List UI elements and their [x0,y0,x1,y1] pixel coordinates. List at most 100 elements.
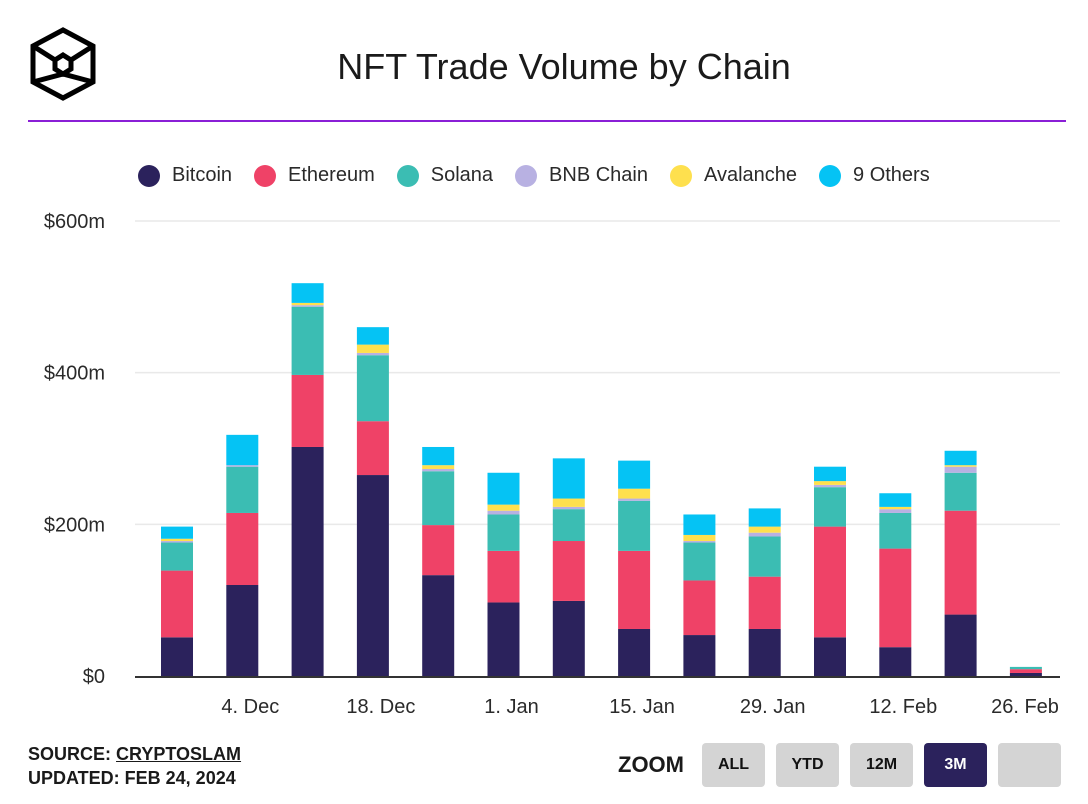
bar-segment-bitcoin[interactable] [487,602,520,676]
legend-item[interactable]: BNB Chain [515,164,648,187]
zoom-button-3m[interactable]: 3M [924,743,987,787]
bar-segment-bitcoin[interactable] [356,475,389,676]
bar-segment-9-others[interactable] [161,526,193,539]
bar-segment-solana[interactable] [226,466,259,513]
legend-item[interactable]: Avalanche [669,164,797,187]
title-divider [28,120,1066,122]
bar-segment-solana[interactable] [748,536,781,577]
legend-label: Bitcoin [172,164,233,186]
bar-segment-solana[interactable] [944,472,977,511]
bar-segment-ethereum[interactable] [161,570,193,638]
bar-segment-bnb-chain[interactable] [552,506,585,510]
bar-segment-bitcoin[interactable] [422,575,455,676]
bar-segment-avalanche[interactable] [618,488,651,499]
bar-segment-ethereum[interactable] [618,550,651,629]
bar-segment-avalanche[interactable] [814,481,846,485]
bar-segment-bitcoin[interactable] [814,637,846,676]
zoom-button-blank[interactable] [998,743,1061,787]
bar-segment-ethereum[interactable] [814,526,846,638]
bar-segment-bnb-chain[interactable] [879,509,912,513]
bar-segment-solana[interactable] [814,487,846,527]
legend-item[interactable]: 9 Others [819,164,930,187]
bar-segment-bnb-chain[interactable] [291,305,324,307]
bar-segment-ethereum[interactable] [683,580,716,636]
bar-segment-9-others[interactable] [422,446,455,466]
bar-segment-bnb-chain[interactable] [422,468,455,472]
bar-segment-bitcoin[interactable] [879,647,912,676]
updated-text: UPDATED: FEB 24, 2024 [28,768,236,788]
bar-segment-bnb-chain[interactable] [161,541,193,543]
bar-segment-avalanche[interactable] [552,498,585,507]
bar-segment-bitcoin[interactable] [618,628,651,676]
bar-segment-avalanche[interactable] [291,302,324,306]
legend-item[interactable]: Ethereum [254,164,375,187]
bar-segment-9-others[interactable] [552,458,585,499]
bar-segment-ethereum[interactable] [487,550,520,603]
bar-segment-9-others[interactable] [814,466,846,482]
bar-segment-9-others[interactable] [487,472,520,505]
bar-segment-solana[interactable] [1009,666,1042,670]
bar-segment-bnb-chain[interactable] [814,484,846,488]
bar-segment-avalanche[interactable] [487,504,520,511]
bar-segment-ethereum[interactable] [226,512,259,585]
bar-segment-9-others[interactable] [683,514,716,535]
bar-segment-avalanche[interactable] [748,526,781,533]
bar-segment-solana[interactable] [683,542,716,581]
bar-segment-9-others[interactable] [226,434,259,466]
bar-segment-solana[interactable] [552,509,585,542]
bar-segment-bitcoin[interactable] [944,614,977,676]
zoom-controls: ZOOM ALL YTD 12M 3M [618,743,1072,787]
legend-item[interactable]: Bitcoin [138,164,232,187]
bar-segment-bnb-chain[interactable] [748,532,781,537]
bar-segment-avalanche[interactable] [683,534,716,542]
bar-segment-9-others[interactable] [356,327,389,345]
zoom-button-all[interactable]: ALL [702,743,765,787]
bar-segment-avalanche[interactable] [422,465,455,469]
bar-segment-ethereum[interactable] [291,374,324,447]
bar-segment-ethereum[interactable] [879,548,912,648]
bar-segment-ethereum[interactable] [748,576,781,629]
bar-segment-ethereum[interactable] [1009,669,1042,673]
legend-label: 9 Others [853,164,930,186]
bar-segment-bitcoin[interactable] [748,628,781,676]
bar-segment-bnb-chain[interactable] [487,510,520,515]
bar-segment-solana[interactable] [356,355,389,422]
bar-segment-bitcoin[interactable] [1009,672,1042,676]
bar-segment-solana[interactable] [422,471,455,526]
bar-segment-ethereum[interactable] [356,421,389,476]
bar-segment-bitcoin[interactable] [291,446,324,676]
bar-segment-solana[interactable] [487,514,520,551]
bar-segment-bitcoin[interactable] [161,637,193,676]
bar-segment-solana[interactable] [161,542,193,571]
bar-segment-9-others[interactable] [618,460,651,489]
bar-segment-solana[interactable] [618,500,651,551]
bar-segment-bnb-chain[interactable] [683,541,716,543]
bar-segment-ethereum[interactable] [552,541,585,601]
source-link[interactable]: CRYPTOSLAM [116,744,242,764]
bar-segment-ethereum[interactable] [422,525,455,576]
bar-segment-9-others[interactable] [879,493,912,507]
bar-segment-avalanche[interactable] [161,538,193,542]
bar-segment-solana[interactable] [291,306,324,375]
bar-segment-bnb-chain[interactable] [356,352,389,356]
chart-title: NFT Trade Volume by Chain [337,46,791,87]
bar-segment-avalanche[interactable] [879,506,912,510]
bar-segment-9-others[interactable] [748,508,781,527]
bar-segment-avalanche[interactable] [356,344,389,353]
bar-segment-bitcoin[interactable] [683,635,716,676]
zoom-button-12m[interactable]: 12M [850,743,913,787]
bar-segment-ethereum[interactable] [944,510,977,615]
bar-segment-solana[interactable] [879,512,912,549]
y-tick-label: $200m [44,514,105,536]
legend-item[interactable]: Solana [396,164,493,187]
footer: SOURCE: CRYPTOSLAM UPDATED: FEB 24, 2024 [28,742,241,790]
bar-segment-9-others[interactable] [291,283,324,303]
bar-segment-bitcoin[interactable] [552,600,585,676]
bar-segment-9-others[interactable] [944,450,977,466]
bar-segment-avalanche[interactable] [944,465,977,467]
zoom-button-ytd[interactable]: YTD [776,743,839,787]
bar-segment-bnb-chain[interactable] [226,465,259,467]
bar-segment-bnb-chain[interactable] [618,498,651,501]
bar-segment-bitcoin[interactable] [226,585,259,676]
bar-segment-bnb-chain[interactable] [944,466,977,473]
